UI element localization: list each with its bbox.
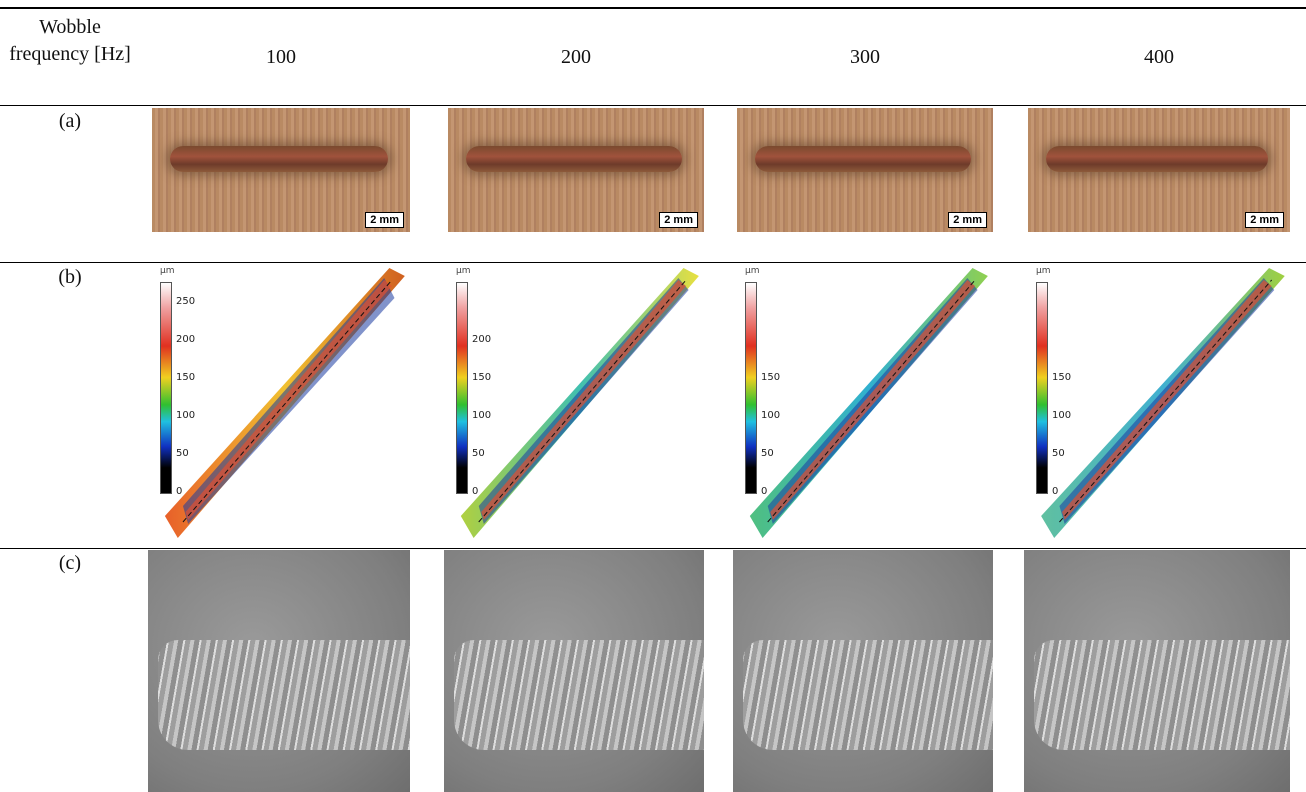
page: {"header": {"label": "Wobble frequency [… [0, 0, 1306, 792]
colorbar-tick: 0 [1052, 486, 1058, 497]
sem-image [733, 550, 993, 792]
colorbar [745, 282, 757, 494]
colorbar-tick: 150 [1052, 372, 1071, 383]
colorbar-tick: 100 [761, 410, 780, 421]
height-map: µm 250 200 150 100 50 0 [152, 264, 410, 546]
colorbar-unit: µm [745, 266, 760, 276]
colorbar-tick: 50 [176, 448, 189, 459]
colorbar [160, 282, 172, 494]
colorbar-unit: µm [160, 266, 175, 276]
colorbar-tick: 50 [761, 448, 774, 459]
colorbar-tick: 100 [472, 410, 491, 421]
weld-track [1034, 640, 1290, 750]
colorbar-unit: µm [456, 266, 471, 276]
optical-image: 2 mm [448, 108, 704, 232]
frequency: 300 [737, 46, 993, 69]
optical-image: 2 mm [1028, 108, 1290, 232]
sem-image [444, 550, 704, 792]
scale-bar: 2 mm [1245, 212, 1284, 228]
rule [0, 7, 1306, 9]
colorbar-tick: 150 [761, 372, 780, 383]
strip [737, 264, 993, 546]
weld-track [158, 640, 410, 750]
strip [1028, 264, 1290, 546]
colorbar-tick: 250 [176, 296, 195, 307]
weld-track [454, 640, 704, 750]
scale-bar: 2 mm [659, 212, 698, 228]
colorbar-tick: 50 [472, 448, 485, 459]
frequency: 400 [1028, 46, 1290, 69]
optical-image: 2 mm [152, 108, 410, 232]
row-label: (a) [0, 110, 140, 133]
weld-track [1046, 146, 1268, 172]
colorbar-tick: 100 [176, 410, 195, 421]
header-label: Wobble frequency [Hz] [0, 14, 140, 68]
colorbar-tick: 50 [1052, 448, 1065, 459]
height-map: µm 200 150 100 50 0 [448, 264, 704, 546]
colorbar-tick: 0 [761, 486, 767, 497]
colorbar [1036, 282, 1048, 494]
row-label: (c) [0, 552, 140, 575]
colorbar-tick: 0 [472, 486, 478, 497]
rule [0, 262, 1306, 263]
weld-track [466, 146, 682, 172]
sem-image [148, 550, 410, 792]
rule [0, 105, 1306, 106]
scale-bar: 2 mm [948, 212, 987, 228]
colorbar-tick: 200 [176, 334, 195, 345]
weld-track [743, 640, 993, 750]
colorbar-unit: µm [1036, 266, 1051, 276]
colorbar-tick: 150 [472, 372, 491, 383]
colorbar-tick: 100 [1052, 410, 1071, 421]
frequency: 200 [448, 46, 704, 69]
height-map: µm 150 100 50 0 [737, 264, 993, 546]
colorbar-tick: 0 [176, 486, 182, 497]
colorbar-tick: 150 [176, 372, 195, 383]
sem-image [1024, 550, 1290, 792]
height-map: µm 150 100 50 0 [1028, 264, 1290, 546]
colorbar-tick: 200 [472, 334, 491, 345]
weld-track [170, 146, 388, 172]
frequency: 100 [152, 46, 410, 69]
row-label: (b) [0, 266, 140, 289]
colorbar [456, 282, 468, 494]
strip [448, 264, 704, 546]
weld-track [755, 146, 971, 172]
rule [0, 548, 1306, 549]
optical-image: 2 mm [737, 108, 993, 232]
scale-bar: 2 mm [365, 212, 404, 228]
